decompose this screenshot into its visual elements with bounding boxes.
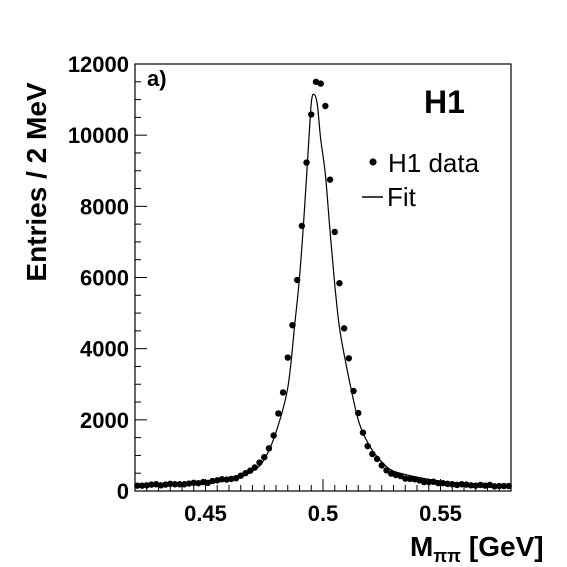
data-point xyxy=(242,470,249,477)
y-tick-labels: 0 2000 4000 6000 8000 10000 12000 xyxy=(68,52,129,504)
data-point xyxy=(378,462,385,469)
data-point xyxy=(345,355,353,362)
data-point xyxy=(406,475,414,483)
data-point xyxy=(402,475,409,482)
x-axis-title-sub: ππ xyxy=(433,546,461,566)
data-point xyxy=(496,482,503,490)
data-point xyxy=(218,476,226,483)
data-point xyxy=(350,387,357,395)
data-points xyxy=(134,78,512,490)
data-point xyxy=(505,482,512,490)
data-point xyxy=(303,159,310,166)
data-point xyxy=(181,481,188,488)
data-point xyxy=(317,80,324,87)
data-point xyxy=(444,480,451,488)
data-point xyxy=(279,389,287,396)
data-point xyxy=(246,467,254,474)
data-point xyxy=(251,464,259,471)
data-point xyxy=(453,481,461,489)
legend-label-fit: Fit xyxy=(387,182,417,212)
y-tick-label: 0 xyxy=(117,479,129,504)
data-point xyxy=(199,478,207,486)
data-point xyxy=(176,481,183,488)
x-axis-title-unit: [GeV] xyxy=(469,531,544,562)
data-point xyxy=(265,445,273,452)
data-point xyxy=(223,476,230,483)
legend: H1 data Fit xyxy=(362,148,480,212)
data-point xyxy=(228,475,235,483)
panel-label: a) xyxy=(147,66,167,91)
data-point xyxy=(185,480,193,487)
data-point xyxy=(275,410,282,417)
plot-frame xyxy=(134,63,512,492)
data-point xyxy=(289,321,296,329)
data-point xyxy=(500,482,508,490)
data-point xyxy=(298,222,306,230)
axis-ticks xyxy=(134,63,512,492)
data-point xyxy=(284,354,291,361)
data-point xyxy=(434,479,442,487)
x-tick-label: 0.45 xyxy=(184,501,227,526)
y-axis-title: Entries / 2 MeV xyxy=(21,82,52,282)
x-tick-label: 0.5 xyxy=(308,501,339,526)
data-point xyxy=(472,482,479,489)
data-point xyxy=(308,111,315,118)
data-point xyxy=(373,455,381,463)
data-point xyxy=(383,467,390,474)
data-point xyxy=(331,228,338,236)
y-tick-label: 6000 xyxy=(80,266,129,291)
x-tick-label: 0.55 xyxy=(419,501,462,526)
data-point xyxy=(336,279,343,287)
data-point xyxy=(425,478,432,486)
data-point xyxy=(449,481,456,488)
data-point xyxy=(355,409,362,417)
data-point xyxy=(326,176,334,183)
y-tick-label: 8000 xyxy=(80,194,129,219)
y-tick-label: 4000 xyxy=(80,337,129,362)
data-point xyxy=(322,102,329,110)
legend-label-data: H1 data xyxy=(388,148,480,178)
y-tick-label: 2000 xyxy=(80,408,129,433)
data-point xyxy=(364,442,371,450)
data-point xyxy=(439,479,447,487)
data-point xyxy=(148,481,155,488)
y-tick-label: 10000 xyxy=(68,123,129,148)
data-point xyxy=(481,482,489,489)
h1-logo: H1 xyxy=(424,84,465,120)
data-point xyxy=(369,450,376,458)
data-point xyxy=(237,472,244,479)
data-point xyxy=(143,482,150,489)
data-point xyxy=(463,481,470,488)
data-point xyxy=(232,474,240,482)
y-tick-label: 12000 xyxy=(68,52,129,77)
data-point xyxy=(467,482,475,489)
data-point xyxy=(138,482,146,489)
data-point xyxy=(167,480,174,488)
x-axis-title: Mππ [GeV] xyxy=(410,531,544,566)
data-point xyxy=(209,477,216,485)
data-point xyxy=(477,481,484,489)
data-point xyxy=(134,482,141,489)
data-point xyxy=(359,429,367,436)
data-point xyxy=(157,482,165,489)
data-point xyxy=(171,481,179,488)
legend-marker-data xyxy=(369,158,377,166)
data-point xyxy=(270,432,277,439)
data-point xyxy=(261,454,268,461)
data-point xyxy=(397,472,404,480)
data-point xyxy=(491,483,498,490)
data-point xyxy=(256,459,263,466)
x-axis-title-main: M xyxy=(410,531,433,562)
data-point xyxy=(162,481,169,488)
x-tick-labels: 0.45 0.5 0.55 xyxy=(184,501,462,526)
data-point xyxy=(190,479,197,487)
data-point xyxy=(340,325,348,332)
data-point xyxy=(293,276,301,284)
data-point xyxy=(458,481,465,488)
data-point xyxy=(420,478,428,486)
svg-text:Mππ[GeV]: Mππ [GeV] xyxy=(410,531,544,566)
